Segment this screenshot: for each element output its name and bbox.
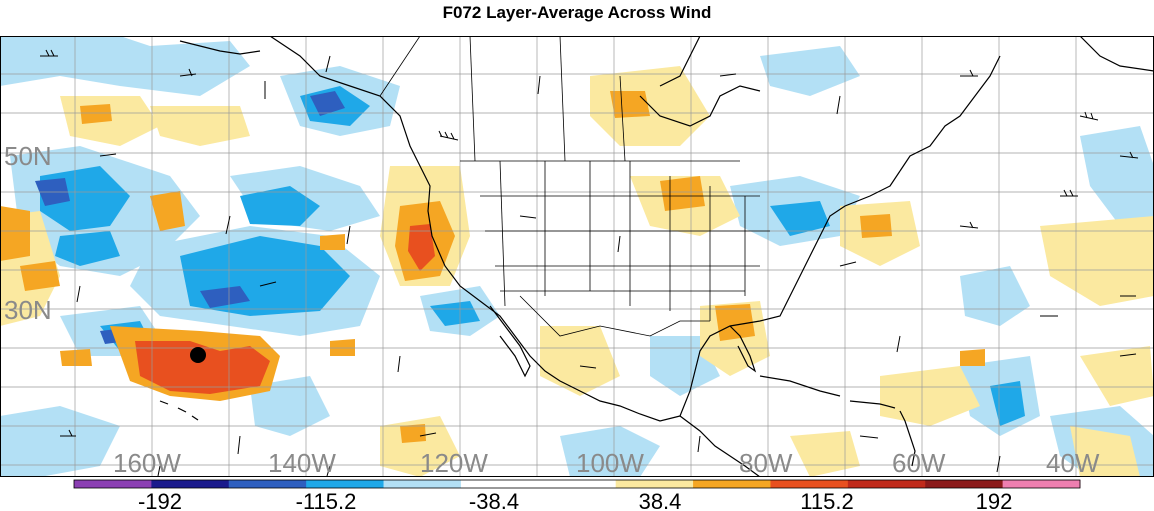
colorbar-label-115: 115.2 — [800, 489, 853, 511]
colorbar-swatch — [847, 480, 926, 488]
colorbar-swatch — [306, 480, 385, 488]
storm-center-dot — [190, 347, 206, 363]
colorbar-swatch — [1002, 480, 1081, 488]
colorbar-label-neg115: -115.2 — [296, 489, 357, 511]
colorbar-swatch — [383, 480, 462, 488]
map-panel: 50N 30N 160W 140W 120W 100W 80W 60W 40W — [0, 36, 1154, 477]
colorbar-swatch — [460, 480, 539, 488]
lon-label-100w: 100W — [576, 448, 644, 477]
colorbar-swatch — [615, 480, 694, 488]
colorbar-label-38: 38.4 — [639, 489, 682, 511]
lat-label-30n: 30N — [4, 295, 52, 325]
colorbar-swatch — [74, 480, 152, 488]
chart-title: F072 Layer-Average Across Wind — [442, 3, 712, 22]
lat-label-50n: 50N — [4, 141, 52, 171]
lon-label-40w: 40W — [1046, 448, 1100, 477]
colorbar-swatch — [228, 480, 307, 488]
colorbar-svg: -192 -115.2 -38.4 38.4 115.2 192 — [73, 479, 1081, 511]
colorbar-label-neg192: -192 — [138, 489, 182, 511]
lon-label-140w: 140W — [268, 448, 336, 477]
lon-label-160w: 160W — [113, 448, 181, 477]
lon-label-60w: 60W — [892, 448, 946, 477]
coastlines — [159, 36, 1154, 477]
colorbar-swatch — [693, 480, 771, 488]
lon-label-80w: 80W — [739, 448, 793, 477]
colorbar-swatches — [74, 480, 1081, 488]
colorbar-swatch — [925, 480, 1004, 488]
colorbar-swatch — [538, 480, 617, 488]
map-svg: 50N 30N 160W 140W 120W 100W 80W 60W 40W — [0, 36, 1154, 477]
colorbar-label-192: 192 — [976, 489, 1013, 511]
wind-barbs — [40, 49, 1139, 477]
political-borders — [379, 36, 770, 337]
lon-label-120w: 120W — [420, 448, 488, 477]
field-red — [135, 224, 435, 394]
colorbar-swatch — [770, 480, 849, 488]
colorbar-frame — [73, 479, 1081, 489]
colorbar-swatch — [151, 480, 230, 488]
colorbar-label-neg38: -38.4 — [469, 489, 519, 511]
colorbar: -192 -115.2 -38.4 38.4 115.2 192 — [0, 477, 1154, 511]
